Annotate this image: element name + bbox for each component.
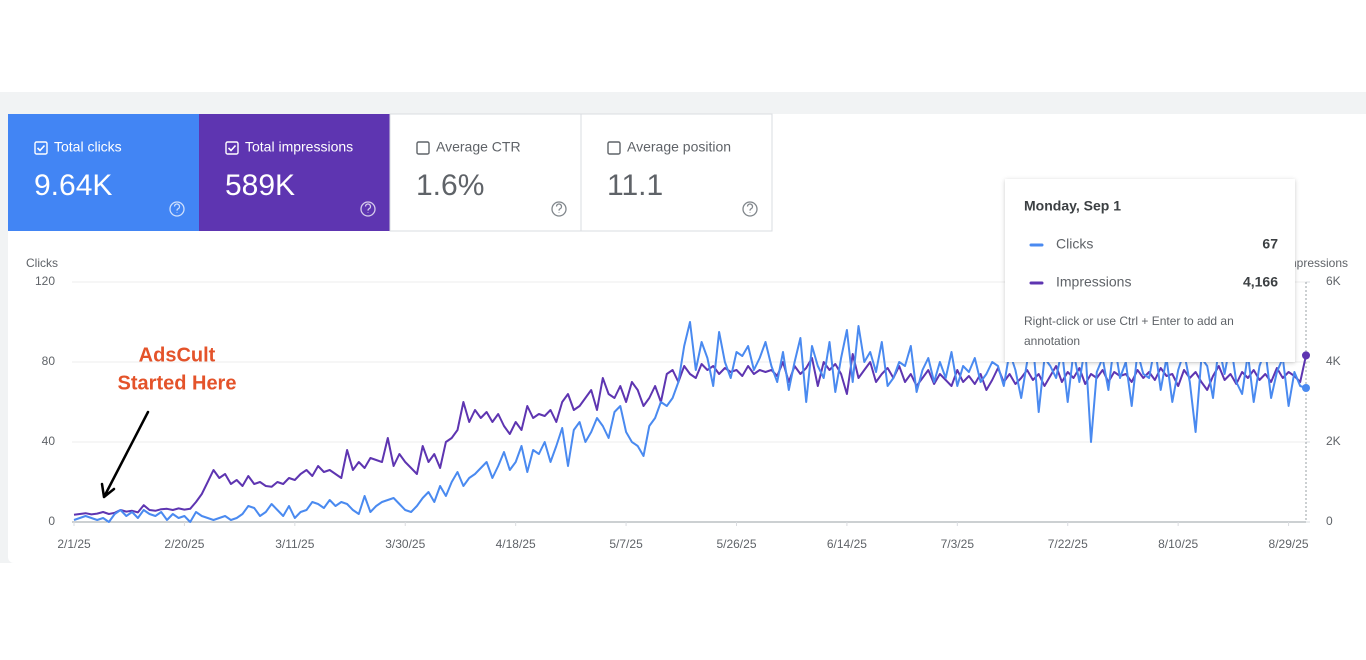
tooltip-value: 67	[1262, 236, 1278, 252]
x-tick-label: 7/22/25	[1048, 537, 1088, 551]
x-tick-label: 6/14/25	[827, 537, 867, 551]
y2-tick-label: 6K	[1326, 274, 1341, 288]
checkbox[interactable]	[225, 141, 239, 155]
checkbox[interactable]	[607, 141, 621, 155]
tooltip-series-name: Impressions	[1056, 274, 1131, 290]
x-tick-label: 5/26/25	[716, 537, 756, 551]
help-icon-glyph	[746, 203, 754, 213]
y-tick-label: 0	[48, 514, 55, 528]
y-axis-title: Clicks	[26, 256, 58, 270]
checkbox[interactable]	[416, 141, 430, 155]
x-tick-label: 8/29/25	[1269, 537, 1309, 551]
metric-value: 1.6%	[416, 169, 484, 202]
help-icon[interactable]	[169, 201, 185, 217]
y2-tick-label: 4K	[1326, 354, 1341, 368]
hover-point	[1302, 384, 1310, 392]
help-icon-glyph	[173, 203, 181, 213]
x-tick-label: 3/11/25	[275, 537, 314, 551]
metric-label: Average CTR	[436, 139, 521, 155]
x-tick-label: 5/7/25	[609, 537, 643, 551]
series-line	[73, 353, 1307, 516]
metric-value: 11.1	[607, 169, 663, 202]
checkbox[interactable]	[34, 141, 48, 155]
x-tick-label: 2/1/25	[57, 537, 91, 551]
checkmark	[36, 144, 46, 152]
tooltip-date: Monday, Sep 1	[1024, 198, 1121, 214]
checkmark	[227, 144, 237, 152]
metric-value: 9.64K	[34, 169, 112, 202]
x-tick-label: 3/30/25	[385, 537, 425, 551]
y-tick-label: 120	[35, 274, 55, 288]
x-tick-label: 2/20/25	[164, 537, 204, 551]
y2-axis-title: Impressions	[1283, 256, 1348, 270]
hover-point	[1302, 351, 1310, 360]
metric-label: Total clicks	[54, 139, 122, 155]
x-tick-label: 7/3/25	[941, 537, 975, 551]
x-tick-label: 4/18/25	[496, 537, 536, 551]
annotation-arrow	[100, 410, 150, 499]
metric-label: Average position	[627, 139, 731, 155]
help-icon-glyph	[555, 203, 563, 213]
metric-label: Total impressions	[245, 139, 353, 155]
tooltip-hint: Right-click or use Ctrl + Enter to add a…	[1024, 314, 1234, 328]
metric-card[interactable]	[8, 114, 199, 231]
help-icon[interactable]	[551, 201, 567, 217]
help-icon-glyph	[364, 203, 372, 213]
x-tick-label: 8/10/25	[1158, 537, 1198, 551]
tooltip-hint: annotation	[1024, 334, 1080, 348]
help-icon[interactable]	[360, 201, 376, 217]
annotation-text: Started Here	[118, 372, 237, 394]
series-line	[73, 321, 1307, 523]
tooltip	[1005, 179, 1295, 362]
y2-tick-label: 0	[1326, 514, 1333, 528]
metric-value: 589K	[225, 169, 295, 202]
y-tick-label: 80	[42, 354, 56, 368]
y-tick-label: 40	[42, 434, 56, 448]
help-icon[interactable]	[742, 201, 758, 217]
metric-card[interactable]	[199, 114, 390, 231]
metric-card[interactable]	[580, 113, 773, 232]
annotation-text: AdsCult	[139, 344, 216, 366]
y2-tick-label: 2K	[1326, 434, 1341, 448]
metric-card[interactable]	[389, 113, 582, 232]
tooltip-value: 4,166	[1243, 274, 1278, 290]
tooltip-series-name: Clicks	[1056, 236, 1093, 252]
